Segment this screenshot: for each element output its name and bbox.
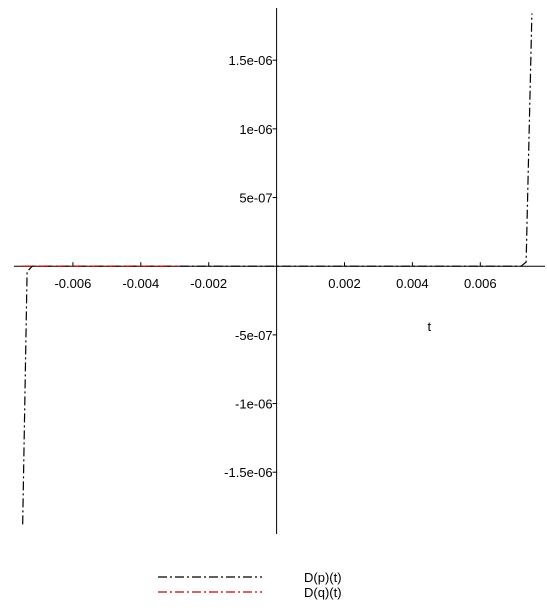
plot-series [22,13,533,525]
x-axis-label: t [428,319,432,334]
x-ticks: -0.006 -0.004 -0.002 0.002 0.004 0.006 [54,262,497,291]
series-line [22,13,533,525]
x-tick-label: -0.002 [190,276,227,291]
y-tick-label: -1e-06 [235,397,273,412]
y-tick-label: 1.5e-06 [229,53,273,68]
y-tick-label: 5e-07 [239,191,272,206]
y-tick-label: 1e-06 [239,122,272,137]
legend-label: D(p)(t) [304,570,342,585]
x-tick-label: -0.004 [122,276,159,291]
axes: -0.006 -0.004 -0.002 0.002 0.004 0.006 1.5e-0… [14,8,545,534]
y-tick-label: -1.5e-06 [224,465,272,480]
legend: D(p)(t)D(q)(t) [158,570,342,600]
legend-label: D(q)(t) [304,585,342,600]
x-tick-label: 0.002 [328,276,361,291]
x-tick-label: 0.006 [464,276,497,291]
y-ticks: 1.5e-06 1e-06 5e-07 -5e-07 -1e-06 -1.5e-06 [224,53,277,480]
x-tick-label: 0.004 [396,276,429,291]
x-tick-label: -0.006 [54,276,91,291]
y-tick-label: -5e-07 [235,328,273,343]
